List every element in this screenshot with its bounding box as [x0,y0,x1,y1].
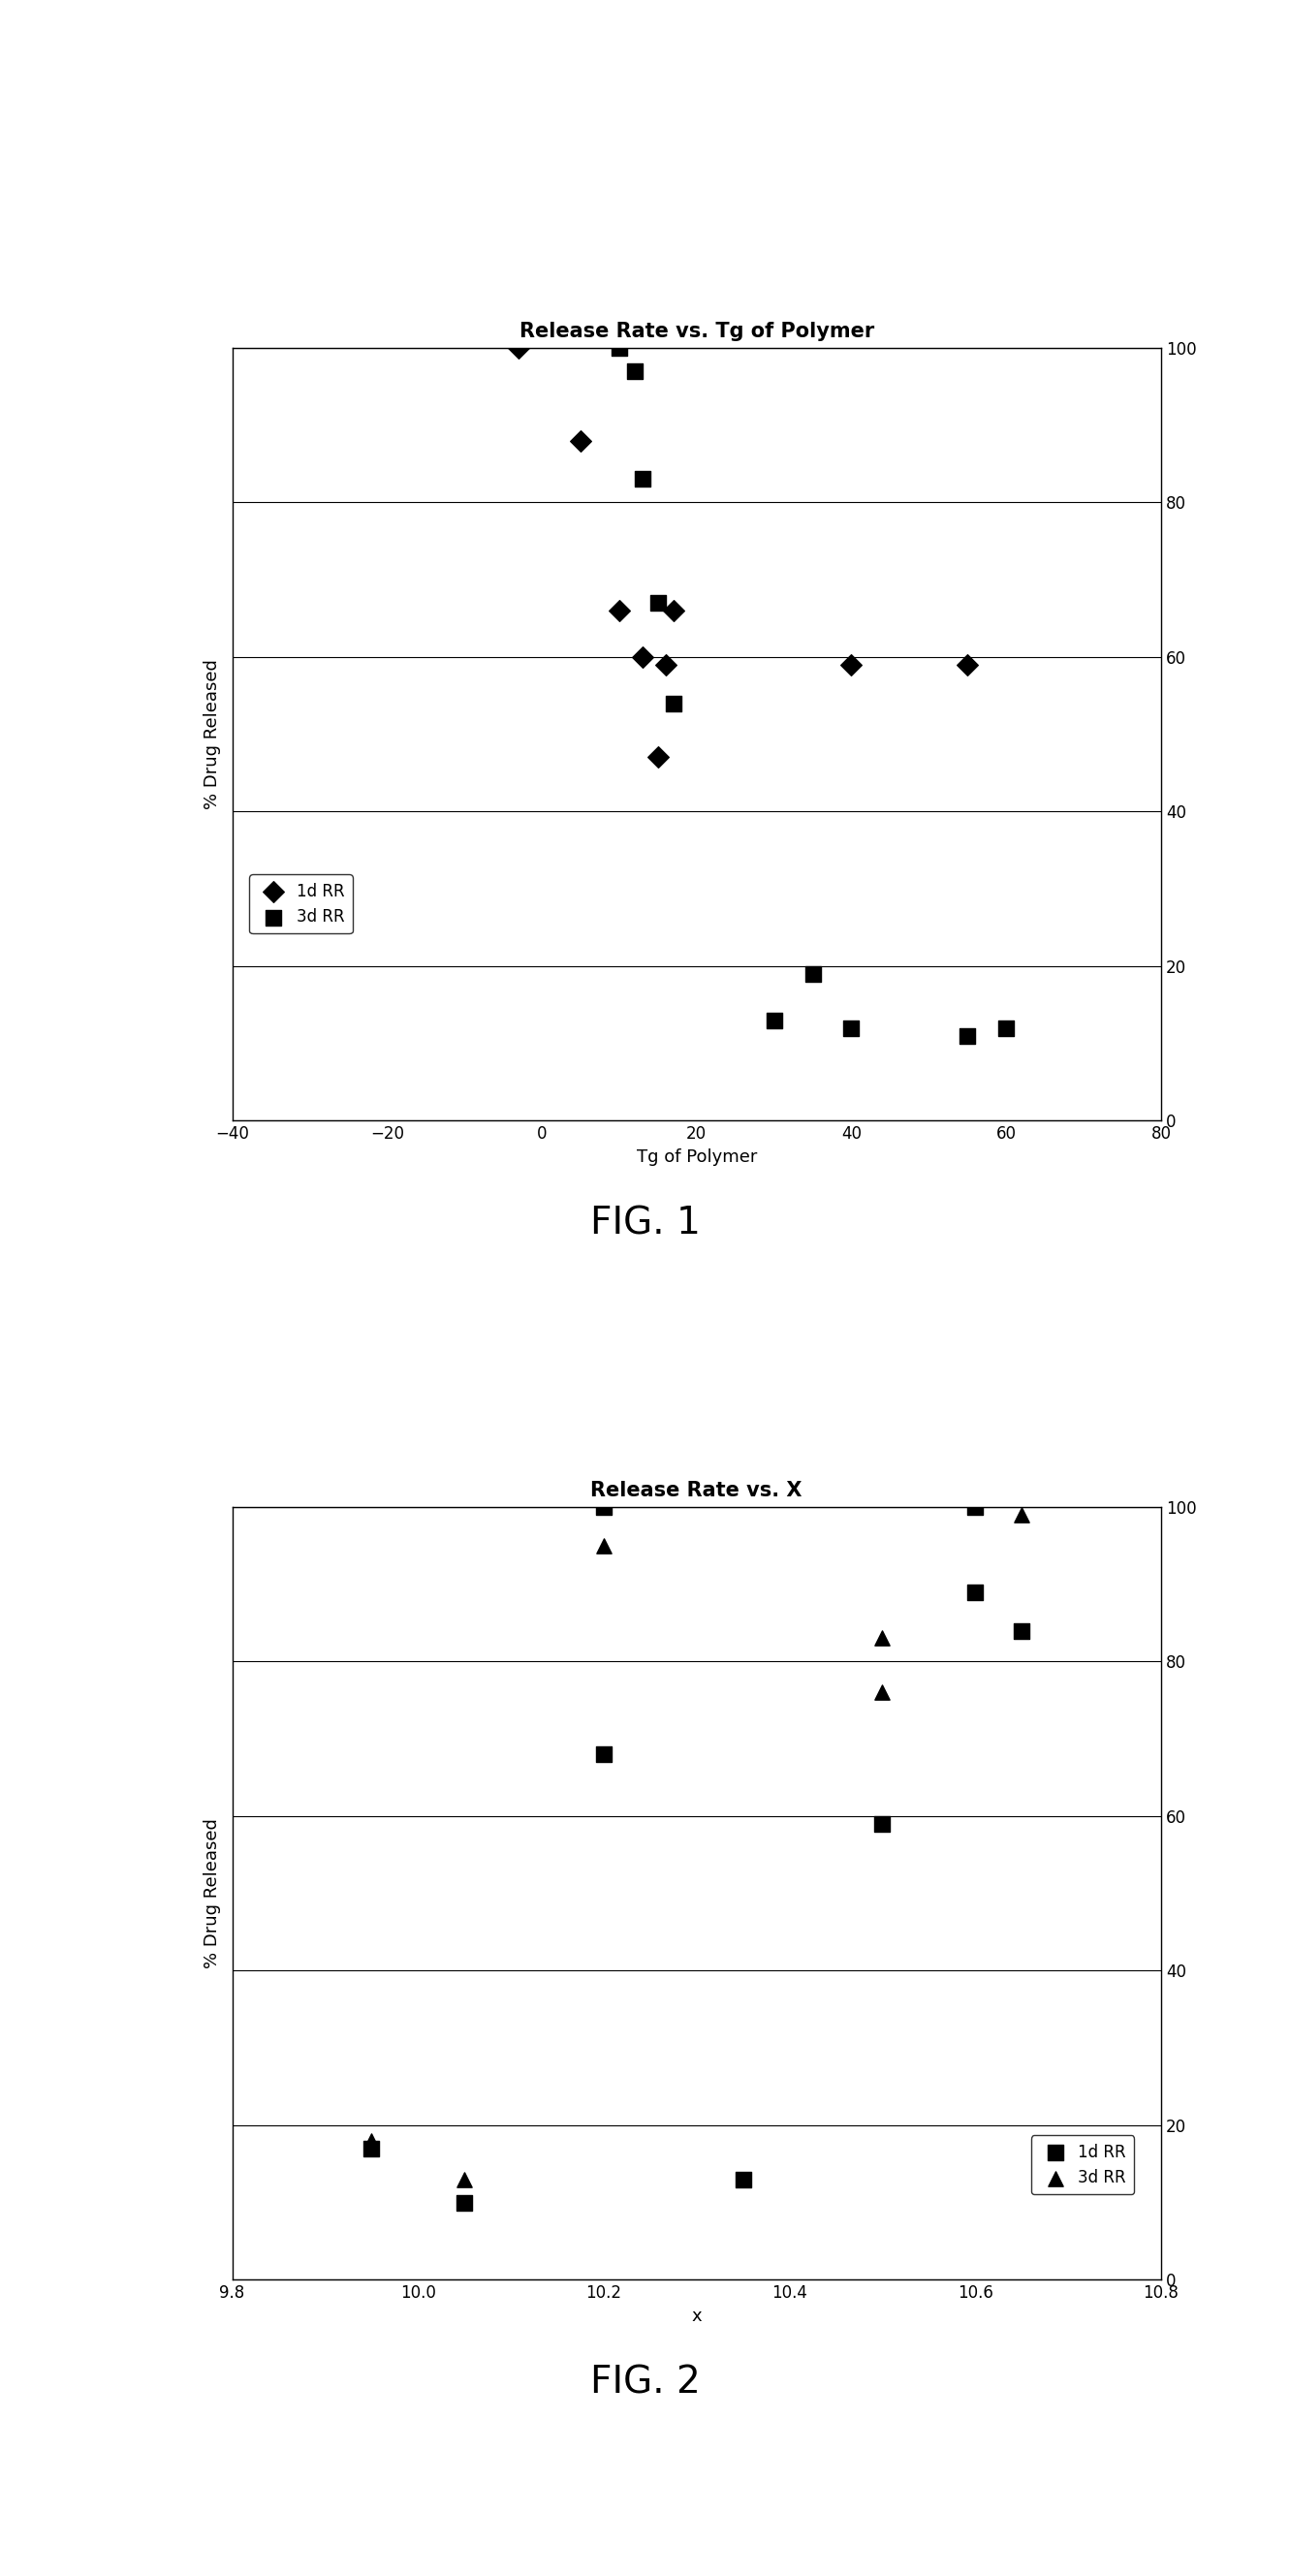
3d RR [663,683,684,724]
3d RR [872,1618,893,1659]
1d RR [508,327,529,368]
1d RR [957,644,978,685]
3d RR [624,350,645,392]
1d RR [655,644,676,685]
1d RR [965,1486,986,1528]
3d RR [872,1672,893,1713]
X-axis label: x: x [691,2308,702,2324]
1d RR [361,2128,382,2169]
1d RR [609,590,630,631]
3d RR [593,1525,614,1566]
1d RR [593,1486,614,1528]
3d RR [632,459,653,500]
Text: FIG. 2: FIG. 2 [590,2365,700,2401]
Title: Release Rate vs. Tg of Polymer: Release Rate vs. Tg of Polymer [519,322,875,340]
3d RR [841,1007,862,1048]
Legend: 1d RR, 3d RR: 1d RR, 3d RR [1031,2136,1134,2195]
1d RR [663,590,684,631]
3d RR [609,327,630,368]
3d RR [648,582,668,623]
1d RR [570,420,591,461]
1d RR [632,636,653,677]
1d RR [1011,1610,1032,1651]
3d RR [996,1007,1017,1048]
3d RR [454,2159,475,2200]
1d RR [965,1571,986,1613]
1d RR [648,737,668,778]
3d RR [965,1486,986,1528]
1d RR [593,1734,614,1775]
Y-axis label: % Drug Released: % Drug Released [204,659,222,809]
1d RR [841,644,862,685]
3d RR [957,1015,978,1056]
Title: Release Rate vs. X: Release Rate vs. X [591,1481,802,1499]
X-axis label: Tg of Polymer: Tg of Polymer [636,1149,757,1164]
Y-axis label: % Drug Released: % Drug Released [204,1819,222,1968]
3d RR [361,2120,382,2161]
Legend: 1d RR, 3d RR: 1d RR, 3d RR [249,876,352,933]
1d RR [872,1803,893,1844]
Text: FIG. 1: FIG. 1 [590,1206,700,1242]
1d RR [733,2159,753,2200]
3d RR [1011,1494,1032,1535]
3d RR [802,953,823,994]
3d RR [764,999,784,1041]
1d RR [454,2182,475,2223]
